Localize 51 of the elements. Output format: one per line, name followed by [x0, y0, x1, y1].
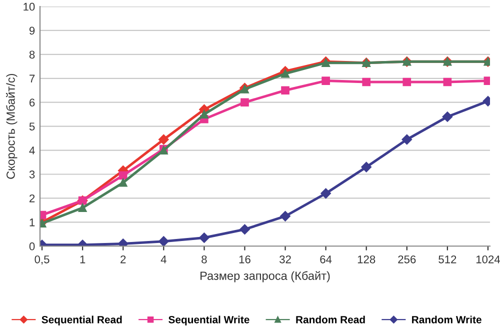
y-tick-label: 8: [29, 50, 35, 59]
y-tick-label: 1: [30, 218, 35, 226]
point: [361, 162, 372, 172]
point: [442, 112, 453, 122]
legend-label: Sequential Read: [42, 316, 122, 326]
point: [118, 171, 128, 180]
x-tick-label: 128: [358, 255, 376, 264]
y-axis-title: Скорость (Мбайт/с): [6, 74, 18, 179]
x-tick-label: 32: [280, 255, 291, 264]
x-tick-label: 512: [438, 255, 456, 264]
point: [280, 211, 290, 222]
point: [281, 86, 290, 95]
x-tick-label: 1: [80, 256, 86, 264]
x-tick-label: 4: [160, 256, 166, 264]
y-tick-label: 10: [24, 2, 35, 11]
y-tick-label: 6: [30, 98, 35, 106]
legend-label: Random Read: [296, 316, 365, 324]
x-tick-label: 64: [320, 255, 332, 264]
point: [362, 78, 371, 86]
x-axis-title: Размер запроса (Кбайт): [200, 271, 330, 282]
x-tick-label: 0,5: [34, 255, 50, 265]
y-tick-label: 5: [29, 122, 35, 130]
y-tick-label: 3: [29, 170, 35, 178]
point: [78, 204, 87, 212]
point: [240, 224, 250, 234]
y-tick-label: 0: [29, 242, 35, 250]
point: [281, 69, 290, 78]
y-tick-label: 4: [29, 146, 35, 154]
point: [158, 134, 169, 145]
point: [118, 178, 128, 187]
point: [199, 232, 210, 243]
point: [443, 78, 452, 86]
y-tick-label: 7: [30, 74, 35, 82]
y-tick-label: 2: [30, 194, 35, 202]
point: [322, 76, 330, 85]
point: [118, 238, 128, 246]
point: [402, 134, 412, 145]
point: [402, 78, 412, 86]
legend-label: Sequential Write: [168, 316, 250, 326]
x-tick-label: 2: [120, 255, 126, 264]
point: [200, 110, 208, 119]
x-tick-label: 256: [398, 255, 416, 264]
point: [158, 236, 169, 246]
x-tick-label: 8: [202, 255, 207, 264]
point: [320, 188, 331, 199]
point: [240, 98, 249, 107]
x-tick-label: 16: [239, 255, 250, 264]
point: [240, 85, 249, 94]
legend-label: Random Write: [412, 316, 482, 324]
x-tick-label: 1024: [476, 255, 500, 264]
y-tick-label: 9: [29, 26, 35, 35]
